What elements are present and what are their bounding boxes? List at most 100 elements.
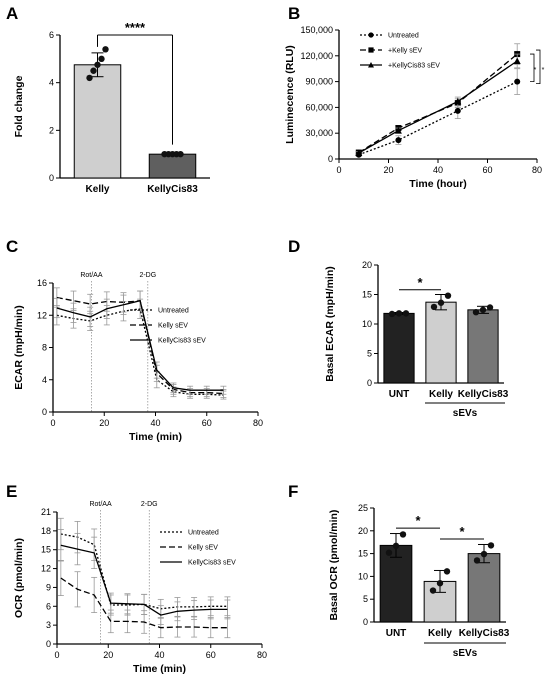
data-point	[392, 542, 400, 550]
chart-b-luminescence: 0 30,000 60,000 90,000 120,000 150,000 Luminec…	[284, 25, 545, 190]
y-tick-label: 25	[358, 503, 368, 513]
bar	[425, 301, 457, 384]
x-tick-label: 40	[150, 418, 160, 428]
group-label: sEVs	[453, 408, 478, 419]
data-point	[444, 292, 452, 299]
significance-label: *	[415, 513, 421, 528]
legend-label: KellyCis83 sEV	[158, 338, 206, 345]
data-point	[395, 137, 402, 144]
chart-d-basal-ecar: 0 5 10 15 20 Basal ECAR (mpH/min) UNT Kelly Kell…	[324, 260, 509, 419]
y-tick-label: 0	[363, 617, 368, 627]
data-point	[94, 61, 101, 68]
significance-label: *	[459, 524, 465, 539]
y-tick-label: 9	[46, 582, 51, 592]
y-tick-label: 0	[328, 154, 333, 164]
data-point	[388, 310, 396, 318]
x-tick-label: 80	[253, 418, 263, 428]
data-point	[394, 127, 402, 134]
legend-marker	[368, 32, 374, 38]
injection-label: Rot/AA	[89, 501, 112, 508]
x-category-label: KellyCis83	[147, 184, 198, 195]
legend-label: Kelly sEV	[188, 545, 218, 552]
y-tick-label: 2	[49, 125, 54, 135]
x-tick-label: 60	[482, 165, 492, 175]
data-point	[436, 580, 444, 587]
data-point	[86, 74, 93, 82]
panel-label-a: A	[6, 4, 18, 23]
y-tick-label: 0	[367, 378, 372, 388]
x-tick-label: 0	[50, 418, 55, 428]
x-tick-label: 80	[257, 650, 267, 660]
y-tick-label: 16	[37, 278, 47, 288]
data-point	[486, 304, 494, 311]
bar	[467, 553, 501, 623]
series-line	[56, 308, 224, 396]
y-tick-label: 8	[42, 343, 47, 353]
y-tick-label: 30,000	[305, 128, 333, 138]
x-category-label: KellyCis83	[459, 628, 510, 639]
y-tick-label: 90,000	[305, 77, 333, 87]
x-tick-label: 20	[99, 418, 109, 428]
group-label: sEVs	[453, 648, 478, 659]
data-point	[513, 57, 521, 64]
y-tick-label: 12	[37, 310, 47, 320]
data-point	[437, 299, 445, 306]
legend-marker	[368, 62, 374, 68]
series-line	[358, 53, 518, 154]
y-tick-label: 20	[358, 526, 368, 536]
chart-a-fold-change: 0 2 4 6 Fold change Kelly KellyCis83 ****	[13, 20, 210, 195]
data-point	[487, 542, 495, 549]
significance-bracket	[536, 49, 541, 84]
data-point	[355, 149, 363, 156]
bar	[383, 312, 415, 384]
y-tick-label: 15	[41, 545, 51, 555]
y-axis-label: Fold change	[13, 75, 25, 137]
legend-label: Untreated	[188, 530, 219, 537]
injection-label: 2-DG	[141, 501, 158, 508]
significance-bracket	[530, 53, 535, 82]
bar	[379, 544, 413, 623]
y-tick-label: 10	[358, 571, 368, 581]
y-axis-label: Basal OCR (pmol/min)	[328, 510, 340, 621]
x-tick-label: 80	[532, 165, 542, 175]
series-line	[358, 81, 518, 156]
x-tick-label: 60	[202, 418, 212, 428]
y-tick-label: 4	[49, 78, 54, 88]
data-point	[395, 310, 403, 317]
panel-label-f: F	[288, 482, 298, 501]
legend-marker	[368, 47, 374, 53]
y-tick-label: 10	[362, 319, 372, 329]
data-point	[98, 55, 105, 63]
injection-label: Rot/AA	[80, 272, 103, 279]
series-line	[60, 533, 228, 610]
series-line	[60, 577, 228, 629]
data-point	[402, 310, 410, 317]
data-point	[385, 549, 393, 556]
legend-label: +Kelly sEV	[388, 48, 422, 55]
data-point	[429, 587, 437, 594]
x-tick-label: 0	[336, 165, 341, 175]
x-tick-label: 40	[154, 650, 164, 660]
x-axis-label: Time (hour)	[409, 178, 467, 190]
y-tick-label: 5	[363, 594, 368, 604]
data-point	[399, 531, 407, 538]
legend-label: +KellyCis83 sEV	[388, 63, 440, 70]
significance-label: *	[534, 67, 537, 74]
series-line	[60, 544, 228, 616]
significance-label: ****	[125, 20, 146, 35]
legend-label: Untreated	[388, 33, 419, 40]
significance-label: *	[542, 67, 545, 74]
y-tick-label: 6	[49, 30, 54, 40]
x-category-label: KellyCis83	[458, 389, 509, 400]
bar	[148, 153, 197, 179]
y-tick-label: 3	[46, 620, 51, 630]
x-tick-label: 0	[54, 650, 59, 660]
series-line	[56, 299, 224, 391]
x-category-label: Kelly	[428, 628, 452, 639]
chart-f-basal-ocr: 0 5 10 15 20 25 Basal OCR (pmol/min) UNT Kelly Ke…	[328, 503, 510, 659]
data-point	[472, 309, 480, 316]
y-tick-label: 5	[367, 349, 372, 359]
legend-label: Untreated	[158, 308, 189, 315]
x-category-label: Kelly	[429, 389, 453, 400]
